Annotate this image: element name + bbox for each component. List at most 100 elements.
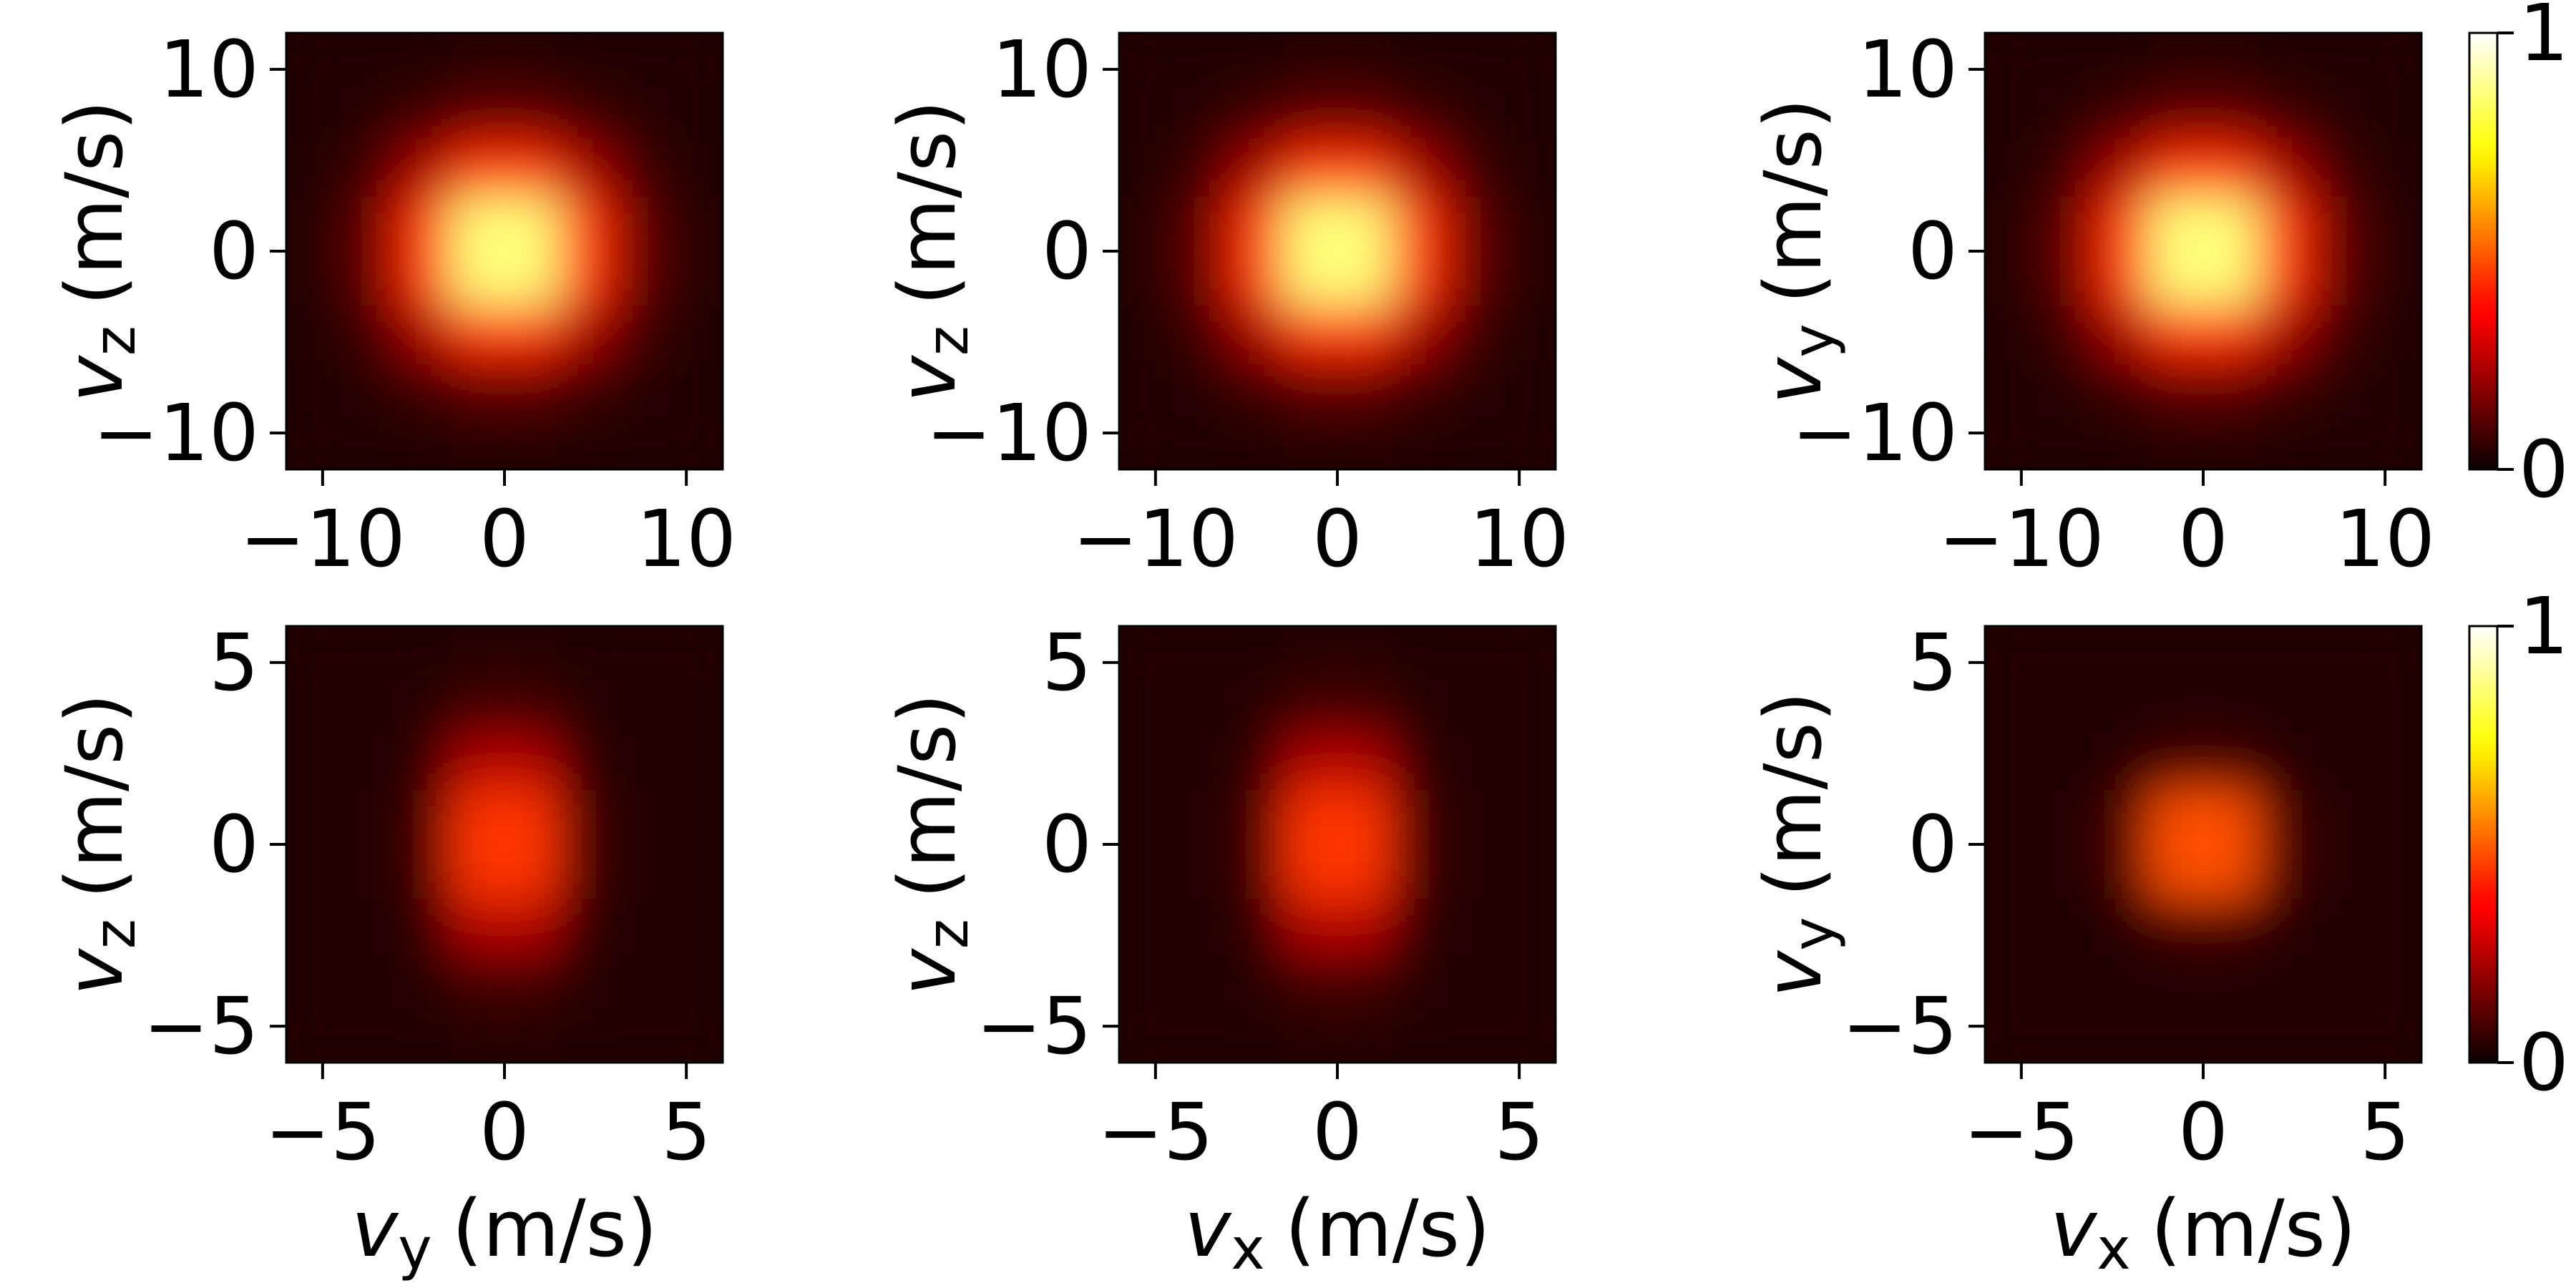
heatmap-cell [2258, 87, 2313, 142]
heatmap-cell [2203, 1008, 2258, 1063]
heatmap-cell [1228, 1008, 1284, 1063]
heatmap-cell [1174, 953, 1229, 1009]
heatmap-cell [1282, 33, 1338, 88]
heatmap-cell [1446, 735, 1502, 791]
y-tick-label: 0 [209, 799, 259, 890]
heatmap-cell [2203, 789, 2258, 845]
heatmap-cell [2258, 306, 2313, 361]
colorbar [2469, 626, 2497, 1063]
heatmap-cell [504, 626, 560, 681]
heatmap-cell [286, 735, 341, 791]
heatmap-cell [1501, 196, 1556, 252]
heatmap-cell [2039, 142, 2094, 197]
y-axis-label: vz (m/s) [882, 693, 981, 995]
heatmap-cell [668, 789, 723, 845]
heatmap-cell [2203, 680, 2258, 736]
heatmap-cell [286, 1008, 341, 1063]
heatmap-cell [1282, 1008, 1338, 1063]
label-unit: (m/s) [882, 693, 973, 899]
heatmap-cell [449, 251, 505, 306]
heatmap-cell [1119, 680, 1174, 736]
heatmap-cell [2258, 844, 2313, 899]
heatmap-cell [1228, 360, 1284, 416]
label-var: v [49, 947, 140, 995]
heatmap-cell [449, 626, 505, 681]
plot-area [286, 626, 723, 1063]
heatmap-cell [504, 844, 560, 899]
x-tick-label: −10 [240, 493, 406, 585]
heatmap-cell [2148, 196, 2204, 252]
x-tick-label: 10 [1469, 493, 1569, 585]
heatmap-cell [2258, 680, 2313, 736]
heatmap-cell [2366, 251, 2421, 306]
heatmap-cell [1392, 735, 1447, 791]
heatmap-cell [1392, 306, 1447, 361]
heatmap-cells [1985, 626, 2421, 1063]
heatmap-cell [2039, 953, 2094, 1009]
heatmap-cell [2039, 360, 2094, 416]
label-var: v [2050, 1183, 2098, 1274]
panel: −10 0 10 −10 0 10 vz (m/s) [49, 24, 736, 585]
plot-area [1985, 626, 2421, 1063]
heatmap-cell [2258, 626, 2313, 681]
y-axis-label: vy (m/s) [1747, 691, 1847, 997]
x-axis-label: vx (m/s) [1184, 1183, 1491, 1282]
heatmap-cell [559, 789, 614, 845]
heatmap-cell [559, 953, 614, 1009]
y-tick-label: 5 [1042, 617, 1092, 708]
heatmap-cell [1985, 196, 2040, 252]
heatmap-cell [1985, 735, 2040, 791]
heatmap-cell [395, 789, 451, 845]
heatmap-cell [1501, 680, 1556, 736]
y-tick-label: 0 [1042, 205, 1092, 297]
y-axis-label: vy (m/s) [1747, 98, 1847, 404]
heatmap-cell [2312, 789, 2368, 845]
heatmap-cell [1985, 899, 2040, 954]
heatmap-cell [2203, 196, 2258, 252]
heatmap-cell [1228, 844, 1284, 899]
heatmap-cell [449, 87, 505, 142]
y-tick-label: 0 [1908, 799, 1958, 890]
y-axis-label: vz (m/s) [49, 100, 148, 402]
heatmap-cell [668, 626, 723, 681]
y-axis-label: vz (m/s) [882, 100, 981, 402]
heatmap-cell [2366, 306, 2421, 361]
heatmap-cell [449, 306, 505, 361]
heatmap-cell [449, 789, 505, 845]
heatmap-cell [341, 251, 396, 306]
heatmap-cell [504, 735, 560, 791]
heatmap-cell [1446, 899, 1502, 954]
heatmap-cell [1337, 626, 1392, 681]
heatmap-cell [1119, 306, 1174, 361]
heatmap-cell [668, 844, 723, 899]
heatmap-cell [1174, 735, 1229, 791]
heatmap-cell [613, 33, 669, 88]
heatmap-cell [559, 196, 614, 252]
heatmap-cell [1392, 251, 1447, 306]
heatmap-cell [559, 414, 614, 469]
heatmap-cell [1392, 142, 1447, 197]
heatmap-cell [1282, 414, 1338, 469]
heatmap-cell [341, 360, 396, 416]
heatmap-cell [1174, 1008, 1229, 1063]
heatmap-cell [1119, 735, 1174, 791]
heatmap-cell [2094, 953, 2150, 1009]
heatmap-cell [613, 306, 669, 361]
heatmap-cell [449, 360, 505, 416]
heatmap-cell [1174, 251, 1229, 306]
label-var: v [1184, 1183, 1232, 1274]
heatmap-cell [504, 251, 560, 306]
heatmap-cell [613, 735, 669, 791]
y-tick-label: −10 [93, 387, 259, 479]
heatmap-cell [1174, 306, 1229, 361]
heatmap-cell [1446, 87, 1502, 142]
heatmap-cell [668, 735, 723, 791]
heatmap-cell [559, 33, 614, 88]
heatmap-cell [2039, 626, 2094, 681]
heatmap-cell [1337, 360, 1392, 416]
heatmap-cell [1446, 360, 1502, 416]
